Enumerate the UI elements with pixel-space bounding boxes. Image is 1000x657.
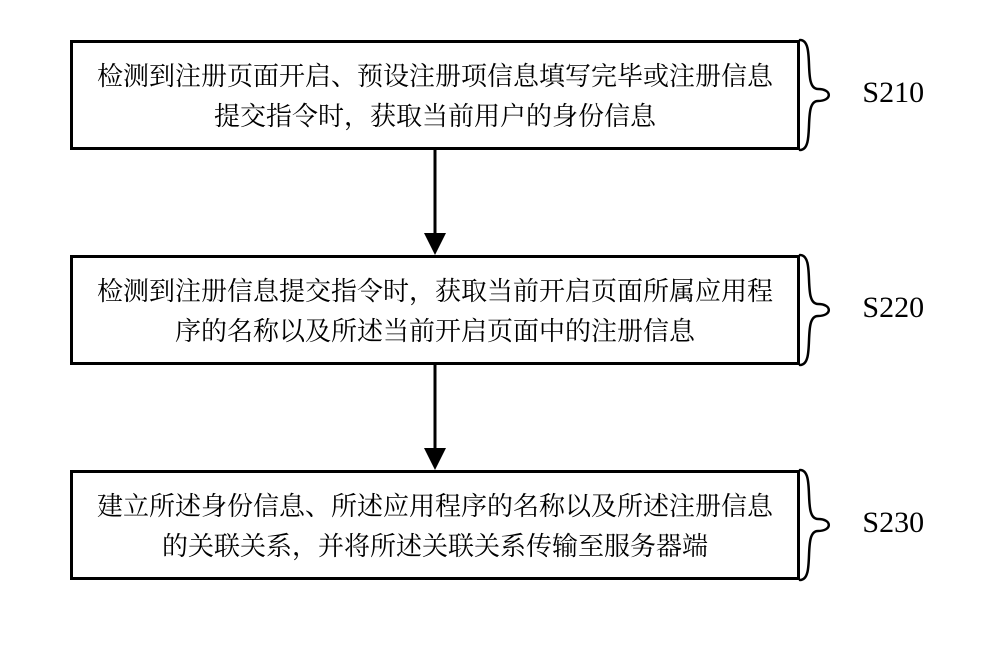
flow-node: 建立所述身份信息、所述应用程序的名称以及所述注册信息 的关联关系，并将所述关联关… [70,470,800,580]
step-label: S230 [862,506,924,540]
flow-node: 检测到注册页面开启、预设注册项信息填写完毕或注册信息 提交指令时，获取当前用户的… [70,40,800,150]
flowchart-canvas: 检测到注册页面开启、预设注册项信息填写完毕或注册信息 提交指令时，获取当前用户的… [0,0,1000,657]
step-label: S220 [862,291,924,325]
flow-node: 检测到注册信息提交指令时，获取当前开启页面所属应用程 序的名称以及所述当前开启页… [70,255,800,365]
flow-node-text: 检测到注册页面开启、预设注册项信息填写完毕或注册信息 提交指令时，获取当前用户的… [97,55,773,136]
step-label: S210 [862,76,924,110]
flow-node-text: 检测到注册信息提交指令时，获取当前开启页面所属应用程 序的名称以及所述当前开启页… [97,270,773,351]
flow-node-text: 建立所述身份信息、所述应用程序的名称以及所述注册信息 的关联关系，并将所述关联关… [97,485,773,566]
